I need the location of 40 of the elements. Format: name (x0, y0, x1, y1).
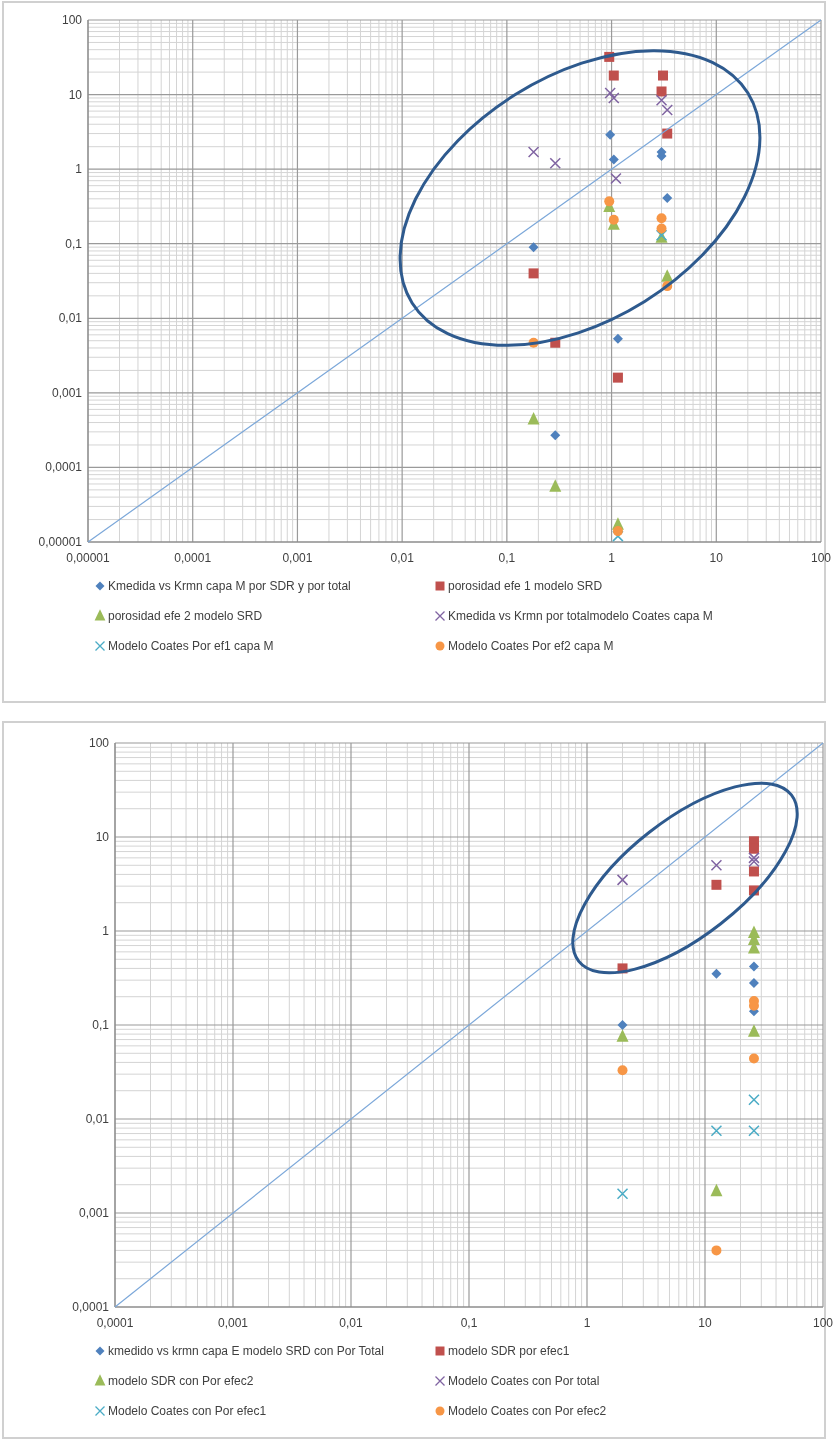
legend-label: Kmedida vs Krmn por totalmodelo Coates capa M (448, 609, 713, 623)
x-tick-label: 10 (709, 551, 724, 565)
legend-label: Modelo Coates Por ef1 capa M (108, 639, 274, 653)
y-tick-label: 0,00001 (38, 535, 83, 549)
x-tick-label: 10 (698, 1316, 712, 1330)
x-tick-label: 100 (810, 551, 832, 565)
y-tick-label: 0,0001 (72, 1300, 110, 1314)
x-tick-label: 0,0001 (174, 551, 212, 565)
x-tick-label: 1 (583, 1316, 591, 1330)
y-tick-label: 0,01 (58, 311, 83, 326)
legend-label: Kmedida vs Krmn capa M por SDR y por total (108, 579, 351, 593)
legend-label: kmedido vs krmn capa E modelo SRD con Por Total (108, 1344, 384, 1358)
y-tick-label: 0,001 (78, 1206, 110, 1220)
legend-label: porosidad efe 1 modelo SRD (448, 579, 603, 593)
legend-label: modelo SDR por efec1 (448, 1344, 570, 1358)
legend-label: porosidad efe 2 modelo SRD (108, 609, 263, 623)
x-tick-label: 100 (812, 1316, 834, 1330)
y-tick-label: 1 (102, 924, 110, 938)
legend-label: Modelo Coates con Por total (448, 1374, 600, 1388)
y-tick-label: 0,01 (85, 1112, 110, 1126)
y-tick-label: 10 (68, 87, 83, 102)
legend-label: Modelo Coates con Por efec2 (448, 1404, 607, 1418)
x-tick-label: 1 (608, 551, 616, 565)
y-tick-label: 0,001 (51, 385, 83, 400)
x-tick-label: 0,001 (282, 551, 313, 565)
y-tick-label: 100 (61, 13, 83, 27)
legend-label: Modelo Coates con Por efec1 (108, 1404, 267, 1418)
y-tick-label: 1 (75, 162, 83, 177)
x-tick-label: 0,1 (460, 1316, 478, 1330)
y-tick-label: 0,0001 (45, 460, 83, 475)
legend-label: Modelo Coates Por ef2 capa M (448, 639, 614, 653)
y-tick-label: 0,1 (92, 1018, 110, 1032)
x-tick-label: 0,1 (498, 551, 516, 565)
y-tick-label: 100 (88, 736, 110, 750)
x-tick-label: 0,001 (217, 1316, 249, 1330)
x-tick-label: 0,01 (339, 1316, 363, 1330)
x-tick-label: 0,01 (390, 551, 415, 565)
y-tick-label: 0,1 (65, 236, 83, 251)
legend-label: modelo SDR con Por efec2 (108, 1374, 254, 1388)
y-tick-label: 10 (95, 830, 110, 844)
